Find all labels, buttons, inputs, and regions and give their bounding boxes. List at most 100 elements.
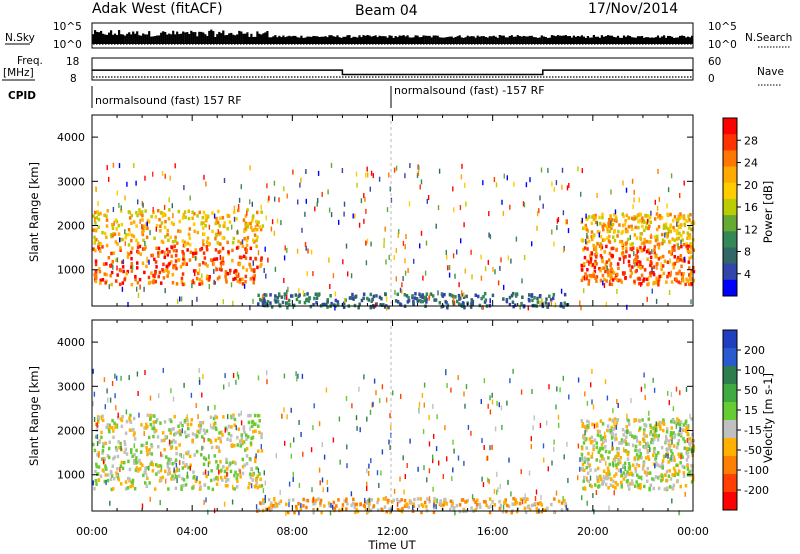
echo-cell [640,386,643,392]
echo-cell [201,226,205,230]
nsky-bar [652,37,656,44]
echo-cell [595,252,598,257]
echo-cell [614,436,616,442]
colorbar-tick-label: 200 [744,344,765,357]
echo-cell [690,480,694,484]
echo-cell [173,467,175,473]
echo-cell [452,439,454,445]
echo-cell [487,259,489,265]
echo-cell [258,419,261,423]
echo-cell [494,426,497,432]
echo-cell [586,419,589,424]
echo-cell [431,294,435,298]
echo-cell [252,260,254,266]
echo-cell [162,269,166,273]
echo-cell [634,469,638,474]
echo-cell [152,434,155,439]
echo-cell [672,483,676,488]
echo-cell [375,302,378,306]
echo-cell [245,227,248,232]
echo-cell [101,245,104,249]
echo-cell [160,281,163,285]
count-tick-top-right: 10^5 [708,21,737,33]
echo-cell [177,209,181,214]
echo-cell [191,486,194,490]
echo-cell [599,477,603,482]
echo-cell [250,424,254,429]
echo-cell [240,433,243,437]
echo-cell [659,420,662,425]
echo-cell [245,437,248,441]
echo-cell [667,271,671,276]
echo-cell [138,277,142,282]
echo-cell [652,453,655,458]
echo-cell [126,486,130,490]
echo-cell [553,497,556,501]
echo-cell [605,244,608,249]
echo-cell [99,278,102,283]
echo-cell [388,507,391,512]
echo-cell [621,253,625,258]
echo-cell [405,294,409,298]
echo-cell [135,238,138,243]
echo-cell [580,305,582,311]
echo-cell [166,250,170,254]
echo-cell [528,470,531,476]
echo-cell [175,474,178,479]
nsky-bar [464,37,467,44]
echo-cell [343,499,346,503]
nsky-bar [310,36,313,44]
echo-cell [503,173,505,179]
echo-cell [657,225,661,229]
echo-cell [592,404,595,410]
echo-cell [592,493,594,498]
echo-cell [608,234,611,239]
nsky-bar [667,35,670,44]
echo-cell [595,255,598,259]
echo-cell [162,212,165,216]
echo-cell [686,279,689,283]
nsky-bar [122,34,125,44]
echo-cell [556,386,558,392]
echo-cell [685,429,688,433]
echo-cell [183,419,187,423]
echo-cell [120,424,124,429]
echo-cell [134,277,137,282]
echo-cell [608,251,612,256]
echo-cell [352,213,354,219]
echo-cell [121,415,124,419]
echo-cell [651,477,654,481]
echo-cell [640,273,644,278]
echo-cell [97,416,101,420]
echo-cell [143,470,147,475]
echo-cell [675,463,678,467]
echo-cell [663,224,667,229]
echo-cell [540,167,543,173]
echo-cell [403,498,407,503]
nsky-bar [484,37,487,44]
echo-cell [306,271,308,277]
echo-cell [454,273,456,279]
echo-cell [529,177,531,183]
echo-cell [127,243,131,247]
echo-cell [125,452,129,456]
echo-cell [649,240,652,244]
echo-cell [246,208,249,212]
echo-cell [132,461,136,465]
echo-cell [232,413,235,417]
nsky-bar [542,36,545,44]
echo-cell [442,503,445,507]
echo-cell [514,292,518,296]
echo-cell [646,441,649,446]
echo-cell [227,214,231,218]
echo-cell [587,457,590,462]
echo-cell [531,298,534,303]
echo-cell [174,473,176,479]
nsky-bar [274,35,277,44]
echo-cell [366,238,369,244]
nsky-bar [606,35,610,44]
echo-cell [418,402,421,407]
echo-cell [151,253,154,258]
echo-cell [233,417,237,422]
echo-cell [233,487,236,491]
